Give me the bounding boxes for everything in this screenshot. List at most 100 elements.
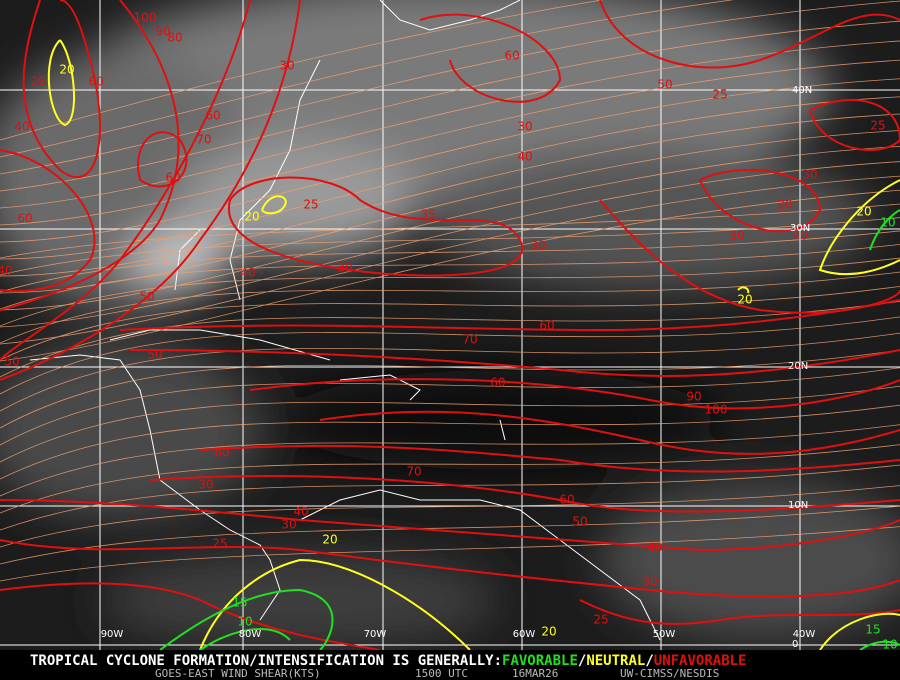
contour-label: 70 xyxy=(462,333,477,347)
contour-label: 40 xyxy=(14,120,29,134)
contour-label: 30 xyxy=(279,59,294,73)
streamline xyxy=(0,385,900,463)
contour-label: 60 xyxy=(539,319,554,333)
contour-label: 30 xyxy=(198,478,213,492)
lon-label: 80W xyxy=(239,629,262,640)
lon-label: 50W xyxy=(653,629,676,640)
contour-label: 40 xyxy=(647,541,662,555)
contour-label: 50 xyxy=(657,78,672,92)
date: 16MAR26 xyxy=(512,667,558,680)
contour-label: 70 xyxy=(196,133,211,147)
streamline xyxy=(0,464,900,531)
contour-label: 20 xyxy=(856,205,871,219)
contour-label: 40 xyxy=(293,505,308,519)
contour-label: 40 xyxy=(792,229,807,243)
streamline xyxy=(0,175,900,345)
streamline xyxy=(0,230,900,293)
contour-label: 60 xyxy=(205,109,220,123)
contour-label: 30 xyxy=(517,120,532,134)
streamline xyxy=(0,217,900,276)
contour-label: 35 xyxy=(420,208,435,222)
streamline xyxy=(0,444,900,514)
contour-label: 40 xyxy=(0,264,13,278)
streamline xyxy=(0,244,900,310)
streamline xyxy=(0,145,900,311)
contour-label: 50 xyxy=(147,348,162,362)
contour-label: 100 xyxy=(705,403,728,417)
contour-label: 25 xyxy=(712,88,727,102)
contour-label: 70 xyxy=(406,465,421,479)
streamline xyxy=(0,59,900,226)
contour-label: 100 xyxy=(134,11,157,25)
lat-label: 10N xyxy=(788,500,808,511)
contour-label: 25 xyxy=(30,75,45,89)
contour-labels: 100 90 80 25 60 40 30 60 60 70 60 25 35 … xyxy=(0,11,898,652)
contour-label: 60 xyxy=(490,376,505,390)
contour-label: 50 xyxy=(139,290,154,304)
contour-label: 10 xyxy=(880,216,895,230)
streamline xyxy=(0,0,900,175)
contour-label: 25 xyxy=(870,119,885,133)
footer-status: TROPICAL CYCLONE FORMATION/INTENSIFICATI… xyxy=(30,653,746,669)
contour-label: 50 xyxy=(4,355,19,369)
streamline xyxy=(0,285,900,361)
streamline xyxy=(0,271,900,344)
lat-label: 20N xyxy=(788,361,808,372)
streamline xyxy=(0,349,900,429)
graticule-labels: 90W 80W 70W 60W 50W 40W 40N 30N 20N 10N … xyxy=(101,85,816,650)
streamline xyxy=(0,40,900,209)
lon-label: 40W xyxy=(793,629,816,640)
contour-label: 20 xyxy=(59,63,74,77)
contour-label: 90 xyxy=(155,25,170,39)
contour-label: 10 xyxy=(882,638,897,652)
favorable: FAVORABLE xyxy=(502,653,578,669)
streamline xyxy=(0,257,900,327)
streamline xyxy=(0,203,900,259)
contour-label: 60 xyxy=(17,212,32,226)
contour-label: 20 xyxy=(244,210,259,224)
streamline xyxy=(0,20,900,192)
status-prefix: TROPICAL CYCLONE FORMATION/INTENSIFICATI… xyxy=(30,653,502,669)
contour-label: 15 xyxy=(865,623,880,637)
streamline xyxy=(0,189,900,362)
contour-label: 60 xyxy=(559,493,574,507)
streamline xyxy=(0,300,900,378)
lon-label: 70W xyxy=(364,629,387,640)
clouds xyxy=(0,0,900,650)
streamline xyxy=(0,161,900,328)
streamline xyxy=(0,526,900,582)
contour-label: 30 xyxy=(281,518,296,532)
neutral: NEUTRAL xyxy=(586,653,645,669)
contours xyxy=(0,0,900,651)
contour-label: 20 xyxy=(737,293,752,307)
contour-label: 10 xyxy=(237,615,252,629)
streamline xyxy=(0,485,900,548)
lon-label: 90W xyxy=(101,629,124,640)
contour-label: 30 xyxy=(530,239,545,253)
streamline xyxy=(0,332,900,412)
streamline xyxy=(0,424,900,497)
contour-label: 60 xyxy=(88,75,103,89)
lat-label: 30N xyxy=(790,223,810,234)
contour-label: 25 xyxy=(212,537,227,551)
contour-label: 60 xyxy=(214,446,229,460)
lat-label: 0 xyxy=(792,639,798,650)
contour-label: 60 xyxy=(165,171,180,185)
streamline xyxy=(0,367,900,446)
contour-label: 20 xyxy=(322,533,337,547)
contour-label: 40 xyxy=(240,266,255,280)
contour-label: 60 xyxy=(504,49,519,63)
streamline xyxy=(0,96,900,260)
contour-label: 40 xyxy=(517,150,532,164)
unfavorable: UNFAVORABLE xyxy=(654,653,747,669)
streamline xyxy=(0,316,900,395)
streamline xyxy=(0,78,900,243)
contour-label: 20 xyxy=(777,198,792,212)
contour-label: 25 xyxy=(593,613,608,627)
lon-label: 60W xyxy=(513,629,536,640)
product: GOES-EAST WIND SHEAR(KTS) xyxy=(155,667,321,680)
streamline xyxy=(0,130,900,294)
contour-label: 30 xyxy=(337,261,352,275)
source: UW-CIMSS/NESDIS xyxy=(620,667,719,680)
